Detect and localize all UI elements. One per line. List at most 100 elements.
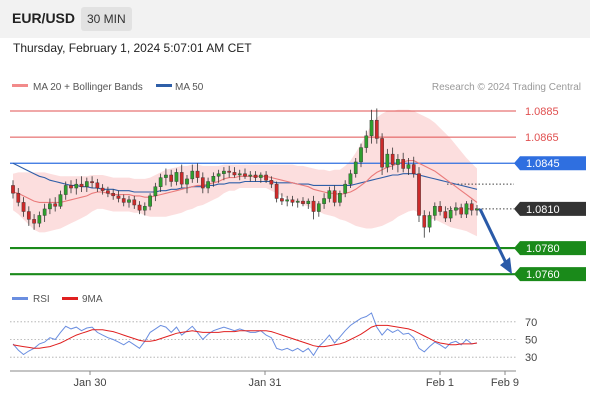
level-label: 1.0845 [526, 158, 560, 170]
candle-body [127, 199, 131, 203]
rsi-tick-label: 70 [525, 317, 537, 329]
rsi-legend: RSI 9MA [12, 294, 103, 305]
candle [443, 206, 448, 222]
candle-body [84, 181, 89, 187]
candle-body [21, 202, 26, 212]
candle-body [216, 173, 221, 177]
candle [21, 197, 26, 217]
candle [37, 211, 42, 228]
candle-body [179, 172, 184, 185]
candle-body [438, 206, 442, 212]
level-label: 1.0865 [525, 132, 559, 144]
level-label: 1.0810 [526, 204, 560, 216]
candle-body [195, 170, 200, 178]
candle [269, 176, 274, 189]
candle [253, 171, 258, 182]
rsi-tick-label: 50 [525, 335, 537, 347]
candle [111, 189, 116, 200]
candle-body [58, 194, 63, 207]
candle [295, 198, 300, 208]
candle [427, 211, 432, 233]
candle-body [253, 174, 258, 178]
candle-body [401, 159, 406, 169]
candle [469, 199, 474, 216]
candle-body [169, 174, 174, 182]
candle [190, 164, 195, 183]
ma50-line [12, 162, 478, 193]
candle-body [69, 185, 73, 189]
candle [311, 195, 316, 220]
level-label: 1.0780 [526, 243, 560, 255]
candle [285, 195, 290, 207]
x-tick-label: Feb 9 [491, 377, 519, 389]
legend-swatch-ma20 [12, 84, 28, 87]
candle [142, 202, 147, 216]
candle [127, 195, 131, 208]
candle [216, 169, 221, 183]
candle [348, 169, 353, 189]
candle-body [79, 183, 84, 187]
candle-body [121, 198, 126, 203]
candle [106, 186, 110, 198]
candle-body [417, 173, 421, 216]
candle [32, 214, 36, 230]
candle-body [475, 208, 479, 211]
candle [174, 168, 179, 186]
candle-body [11, 185, 15, 194]
candle-body [227, 170, 232, 173]
candle-body [37, 215, 42, 224]
legend-swatch-9ma [62, 297, 78, 300]
candle-body [343, 183, 348, 194]
candle [401, 152, 406, 173]
candle-body [264, 174, 268, 181]
symbol-title: EUR/USD [12, 10, 76, 26]
candle [90, 176, 94, 189]
candle [148, 193, 152, 211]
candle [200, 172, 205, 194]
price-labels: 1.0885 1.0865 1.0845 1.0810 1.0780 1.0760 [514, 106, 586, 282]
candle [237, 169, 242, 181]
candle-body [306, 200, 311, 204]
candle [417, 167, 421, 222]
x-tick-label: Feb 1 [426, 377, 454, 389]
timeframe-badge[interactable]: 30 MIN [81, 7, 132, 31]
candle-body [258, 174, 263, 178]
candle-body [406, 164, 411, 169]
candle-body [232, 172, 237, 176]
candle-body [274, 183, 279, 199]
candle-body [74, 183, 79, 189]
candle [121, 194, 126, 207]
candle [475, 205, 479, 216]
candle [374, 108, 379, 144]
candle-body [353, 161, 358, 174]
candle-body [164, 174, 168, 178]
level-tag [514, 267, 586, 282]
candle-body [448, 210, 453, 219]
candle [359, 143, 363, 168]
candle-body [206, 181, 210, 189]
candle-body [469, 203, 474, 211]
candle [222, 167, 226, 181]
candle [411, 156, 416, 178]
candle [327, 186, 332, 203]
candle [211, 172, 216, 187]
candle [137, 201, 142, 215]
candle-body [369, 119, 374, 137]
candle-body [137, 204, 142, 211]
candle-body [427, 215, 432, 228]
rsi-line [12, 312, 478, 357]
price-legend: MA 20 + Bollinger Bands MA 50 [12, 82, 204, 93]
candle [364, 130, 369, 153]
candle-body [301, 200, 305, 204]
candle-body [48, 203, 52, 210]
candle [95, 178, 100, 192]
header-bar: EUR/USD 30 MIN [0, 0, 590, 38]
candle [258, 172, 263, 183]
candle [385, 148, 390, 173]
candle-body [153, 186, 158, 197]
candle-body [422, 215, 427, 228]
candle-body [374, 119, 379, 139]
candle-body [432, 206, 437, 216]
candle-body [322, 198, 326, 204]
candle [464, 201, 469, 219]
